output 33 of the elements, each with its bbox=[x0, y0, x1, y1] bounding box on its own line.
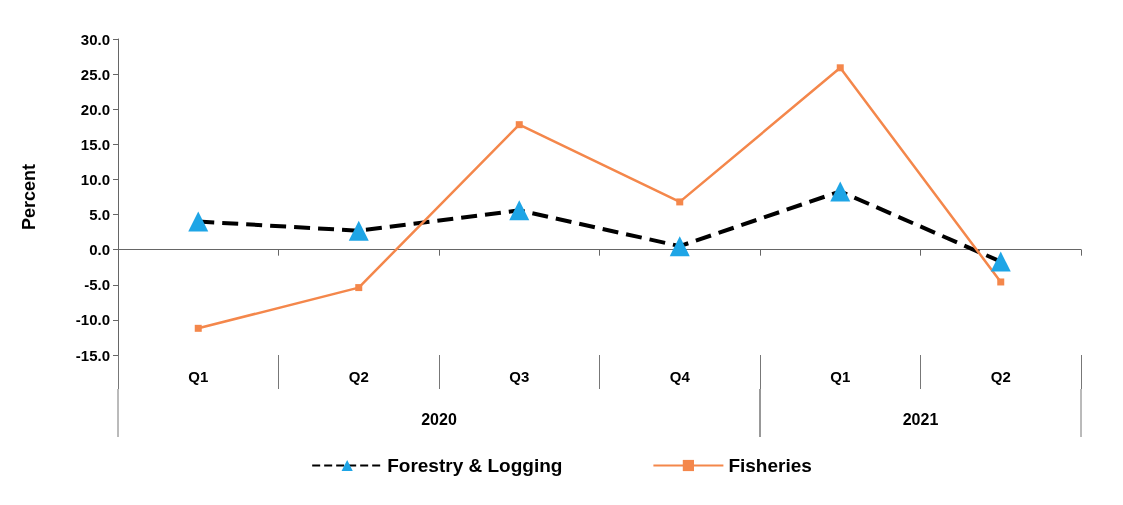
x-tick-label: Q1 bbox=[830, 368, 851, 385]
point bbox=[990, 251, 1011, 272]
x-tick-label: Q3 bbox=[509, 368, 530, 385]
point bbox=[348, 220, 369, 241]
point bbox=[830, 181, 851, 202]
x-tick-label: Q4 bbox=[669, 368, 691, 385]
y-tick-label: 0.0 bbox=[89, 241, 110, 259]
point bbox=[509, 200, 530, 221]
point bbox=[997, 278, 1005, 286]
legend-label: Forestry & Logging bbox=[387, 455, 563, 476]
y-tick-label: -10.0 bbox=[75, 311, 110, 329]
text: 2021 bbox=[902, 410, 939, 428]
y-tick-label: -5.0 bbox=[84, 276, 110, 294]
point bbox=[836, 64, 844, 72]
x-tick-label: Q1 bbox=[188, 368, 209, 385]
point bbox=[669, 236, 690, 257]
point bbox=[676, 198, 684, 206]
y-tick-label: 10.0 bbox=[80, 170, 110, 188]
legend-label: Fisheries bbox=[728, 455, 812, 476]
point bbox=[355, 284, 363, 292]
point bbox=[515, 121, 523, 129]
y-axis-title: Percent bbox=[19, 163, 39, 231]
y-tick-label: -15.0 bbox=[75, 346, 110, 364]
x-tick-label: Q2 bbox=[990, 368, 1011, 385]
x-tick-label: Q2 bbox=[348, 368, 369, 385]
text: 2020 bbox=[421, 410, 457, 428]
point bbox=[194, 324, 202, 332]
y-tick-label: 20.0 bbox=[80, 100, 110, 118]
y-tick-label: 5.0 bbox=[89, 206, 110, 224]
y-tick-label: 30.0 bbox=[80, 30, 110, 48]
point bbox=[188, 211, 209, 232]
y-tick-label: 15.0 bbox=[80, 135, 110, 153]
y-tick-label: 25.0 bbox=[80, 65, 110, 83]
